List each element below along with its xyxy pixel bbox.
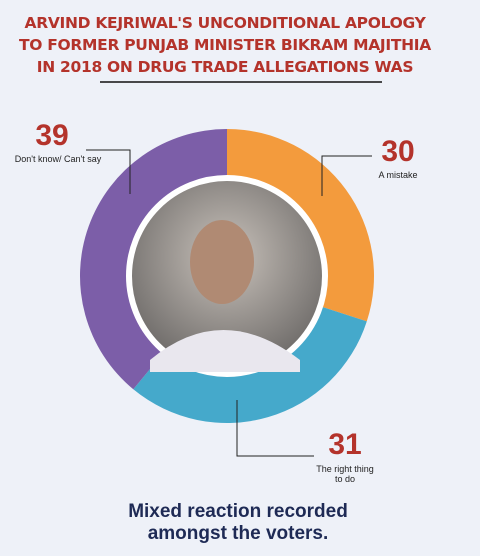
footer-line: amongst the voters. xyxy=(148,523,329,544)
leader-line xyxy=(86,149,131,194)
footer-line: Mixed reaction recorded xyxy=(128,501,348,522)
value-label: 31 xyxy=(328,428,362,461)
leader-line xyxy=(321,155,372,196)
category-label: A mistake xyxy=(378,170,418,180)
photo-shirt xyxy=(150,330,300,372)
photo-face xyxy=(190,220,254,304)
title-line: ARVIND KEJRIWAL'S UNCONDITIONAL APOLOGY xyxy=(25,14,427,32)
category-label: The right thing to do xyxy=(316,464,374,484)
donut-segment xyxy=(133,306,367,423)
donut-segment xyxy=(227,129,374,322)
title-line: IN 2018 ON DRUG TRADE ALLEGATIONS WAS xyxy=(37,58,414,76)
title-line: TO FORMER PUNJAB MINISTER BIKRAM MAJITHI… xyxy=(19,36,431,54)
leader-line xyxy=(236,400,314,457)
value-label: 39 xyxy=(35,119,69,152)
category-label: Don't know/ Can't say xyxy=(14,154,102,164)
donut-segment xyxy=(80,129,228,390)
value-label: 30 xyxy=(381,135,415,168)
